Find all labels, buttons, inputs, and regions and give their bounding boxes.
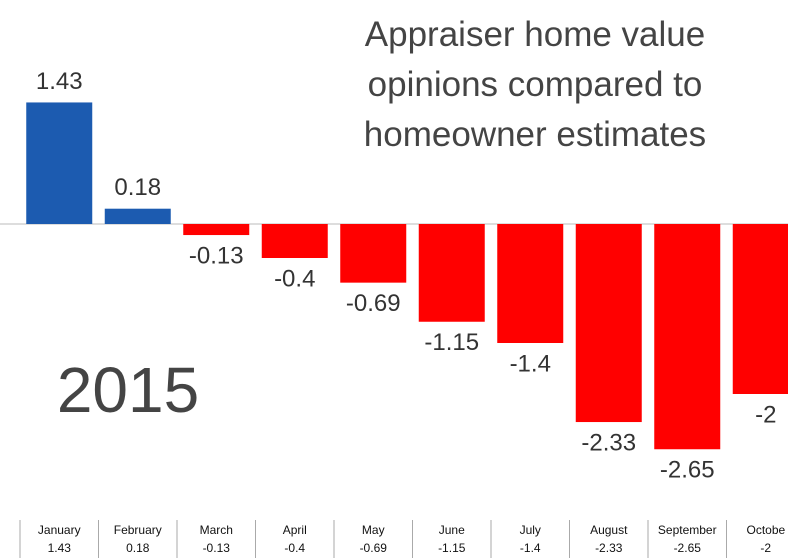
table-category: January [38, 523, 81, 537]
table-category: July [520, 523, 541, 537]
value-label: -2.33 [581, 429, 636, 456]
table-value: 0.18 [126, 541, 150, 555]
table-value: -0.4 [284, 541, 305, 555]
table-value: -0.13 [203, 541, 231, 555]
table-value: -1.15 [438, 541, 466, 555]
table-value: -2 [760, 541, 771, 555]
bar [26, 102, 93, 224]
bar [418, 224, 485, 322]
table-value: -2.33 [595, 541, 623, 555]
table-value: -1.4 [520, 541, 541, 555]
bar [575, 224, 642, 423]
bar [183, 224, 250, 236]
bar [104, 208, 171, 224]
table-category: August [590, 523, 628, 537]
table-category: March [200, 523, 233, 537]
table-category: June [439, 523, 465, 537]
chart-title: Appraiser home value opinions compared t… [363, 15, 707, 154]
bar [497, 224, 564, 343]
bar [261, 224, 328, 258]
value-label: -1.4 [510, 350, 551, 377]
value-label: -1.15 [424, 329, 479, 356]
value-label: 1.43 [36, 68, 83, 95]
value-label: -0.69 [346, 290, 401, 317]
table-value: -0.69 [360, 541, 388, 555]
value-label: -0.4 [274, 265, 315, 292]
value-label: -2.65 [660, 457, 715, 484]
table-category: April [283, 523, 307, 537]
table-category: September [658, 523, 717, 537]
value-label: -2 [755, 401, 776, 428]
table-value: 1.43 [48, 541, 72, 555]
bar [732, 224, 788, 394]
bar [654, 224, 721, 450]
year-annotation: 2015 [57, 354, 199, 426]
bar [340, 224, 407, 283]
value-label: -0.13 [189, 242, 244, 269]
table-value: -2.65 [674, 541, 702, 555]
table-category: May [362, 523, 385, 537]
table-category: Octobe [747, 523, 786, 537]
table-category: February [114, 523, 162, 537]
value-label: 0.18 [114, 174, 161, 201]
